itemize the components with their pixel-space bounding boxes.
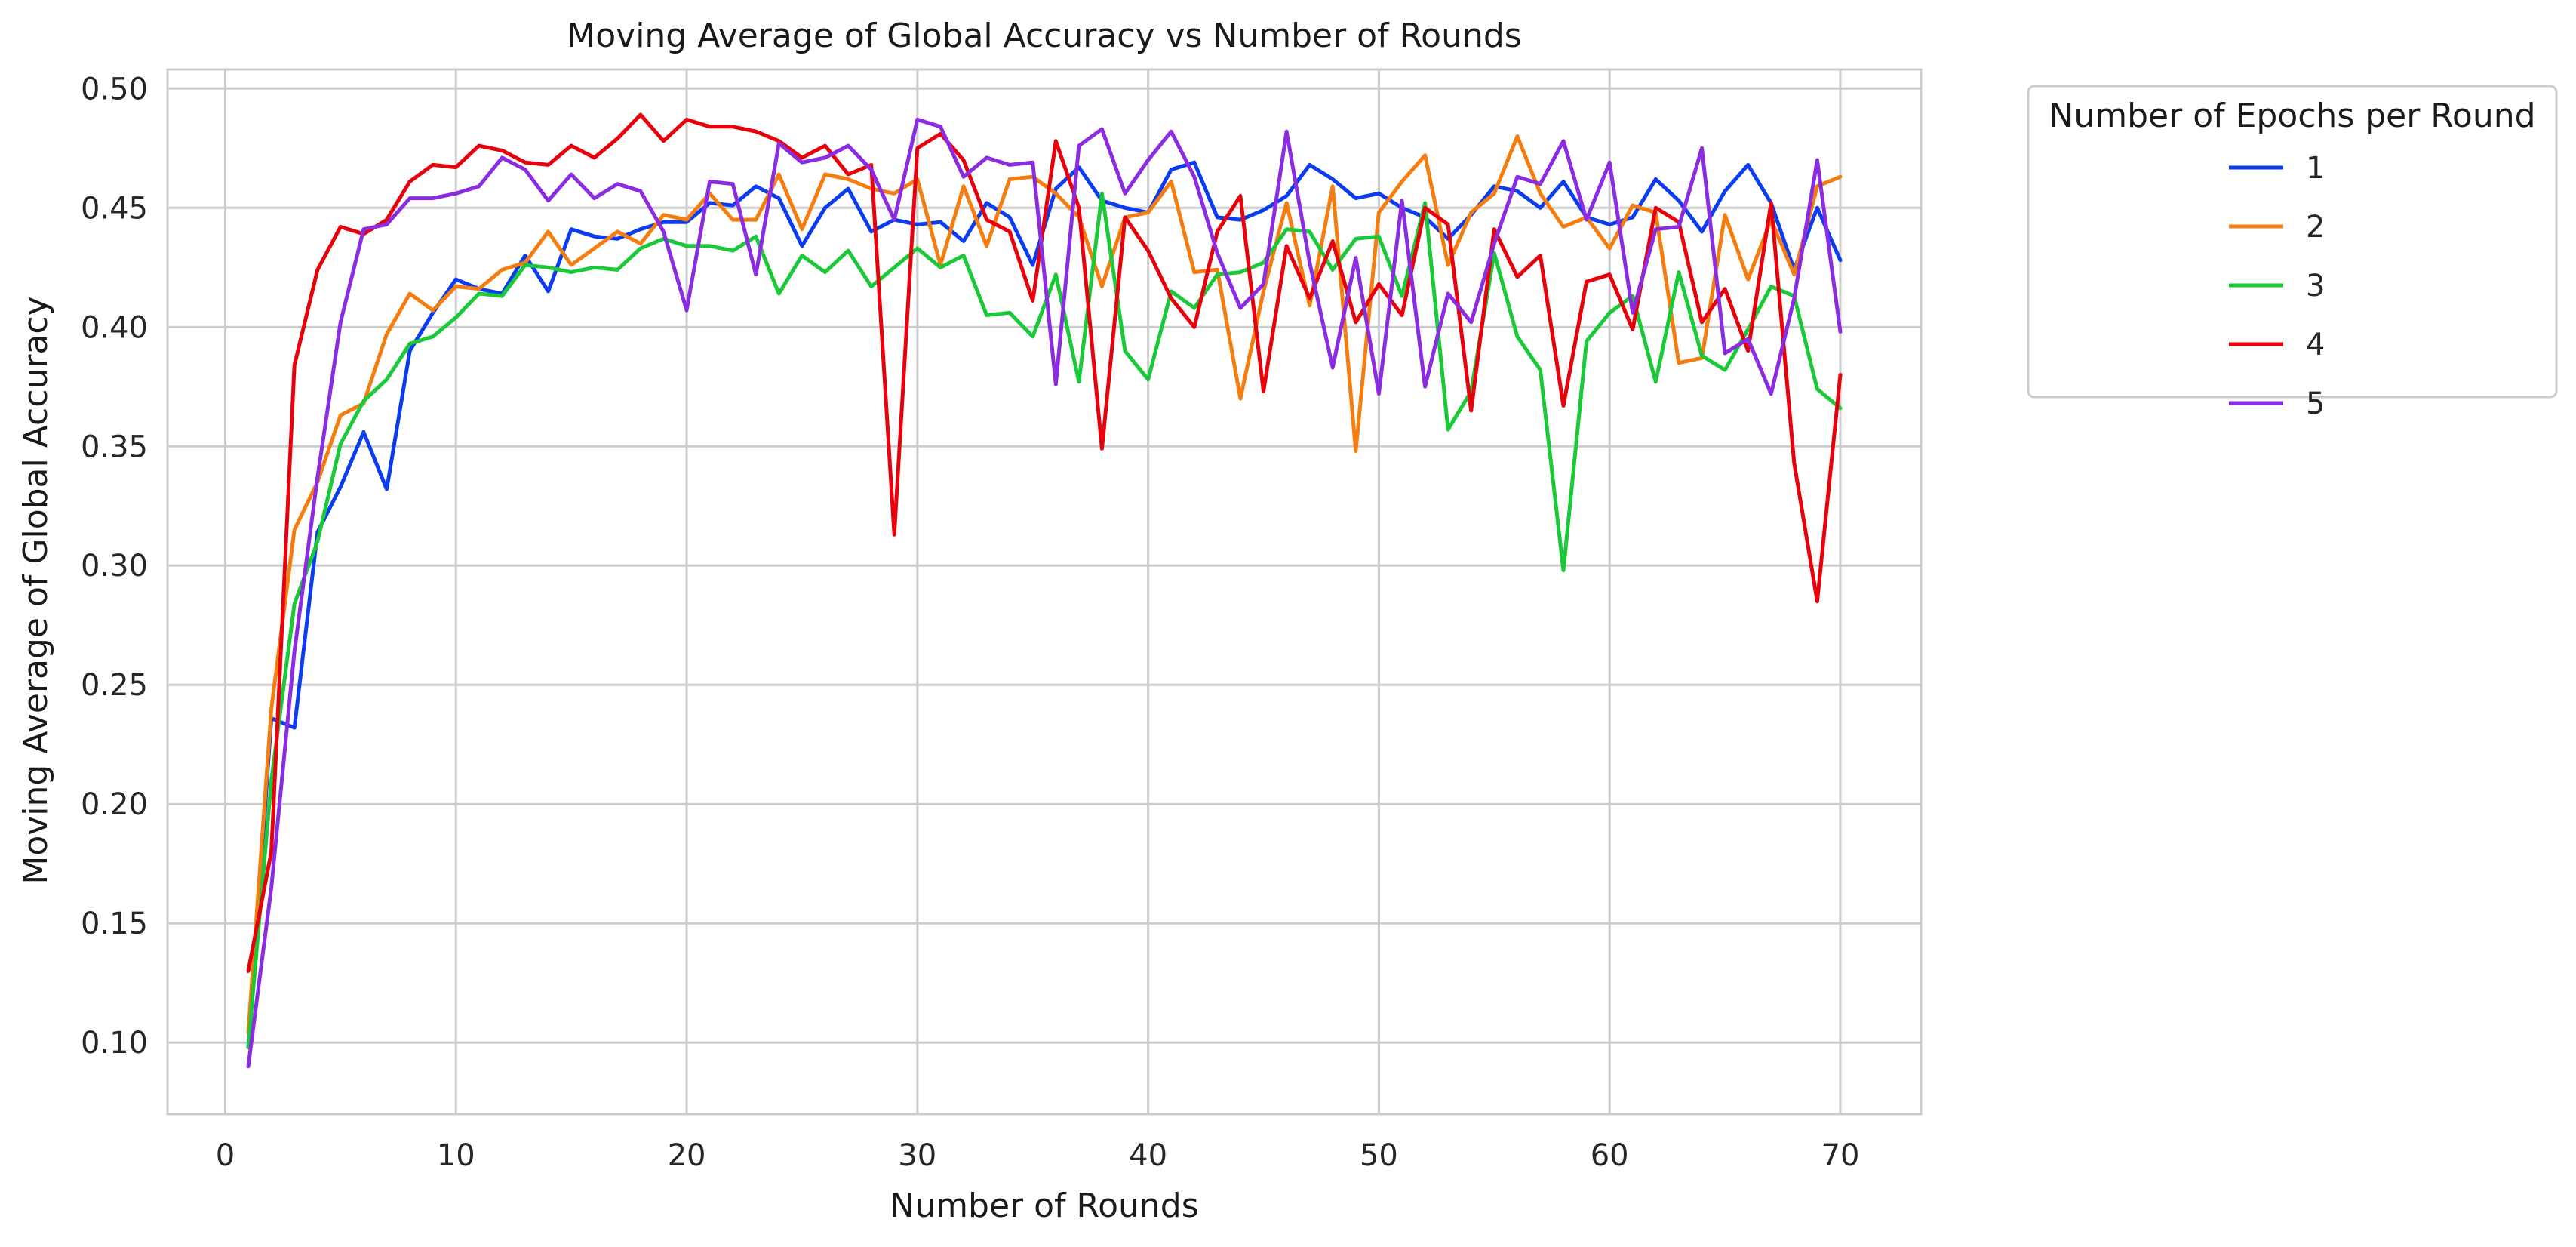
series-lines <box>246 112 1843 1069</box>
x-tick-label: 40 <box>1129 1138 1167 1173</box>
x-tick-label: 20 <box>668 1138 706 1173</box>
y-tick-label: 0.50 <box>81 72 148 106</box>
legend-label-3: 3 <box>2306 269 2325 303</box>
y-tick-label: 0.45 <box>81 191 148 226</box>
legend-label-5: 5 <box>2306 386 2325 421</box>
y-tick-label: 0.40 <box>81 310 148 345</box>
legend-label-2: 2 <box>2306 210 2325 245</box>
tick-labels: 0 10 20 30 40 50 60 70 0.10 0.15 0.20 0.25 0.30 0.35 0… <box>81 72 1859 1173</box>
y-tick-label: 0.10 <box>81 1026 148 1061</box>
x-tick-label: 10 <box>437 1138 475 1173</box>
y-tick-label: 0.30 <box>81 549 148 583</box>
x-tick-label: 50 <box>1360 1138 1398 1173</box>
legend-label-1: 1 <box>2306 151 2325 186</box>
x-tick-label: 30 <box>898 1138 936 1173</box>
x-tick-label: 0 <box>216 1138 235 1173</box>
series-line-5 <box>246 117 1843 1069</box>
y-tick-label: 0.25 <box>81 668 148 703</box>
legend: Number of Epochs per Round 1 2 3 4 5 <box>2027 85 2558 421</box>
x-tick-label: 60 <box>1591 1138 1629 1173</box>
series-line-2 <box>246 134 1843 1036</box>
legend-label-4: 4 <box>2306 328 2325 362</box>
x-axis-label: Number of Rounds <box>890 1187 1198 1225</box>
grid <box>168 69 1921 1114</box>
chart-title: Moving Average of Global Accuracy vs Num… <box>567 17 1521 55</box>
plot-frame <box>166 68 1923 1116</box>
y-tick-label: 0.15 <box>81 907 148 941</box>
series-line-4 <box>246 112 1843 973</box>
y-tick-label: 0.35 <box>81 430 148 464</box>
series-line-3 <box>246 191 1843 1049</box>
y-axis-label: Moving Average of Global Accuracy <box>17 296 55 884</box>
legend-title: Number of Epochs per Round <box>2049 97 2535 135</box>
legend-items: 1 2 3 4 5 <box>2229 151 2325 421</box>
legend-box <box>2027 85 2558 399</box>
y-tick-label: 0.20 <box>81 787 148 822</box>
x-tick-label: 70 <box>1821 1138 1860 1173</box>
